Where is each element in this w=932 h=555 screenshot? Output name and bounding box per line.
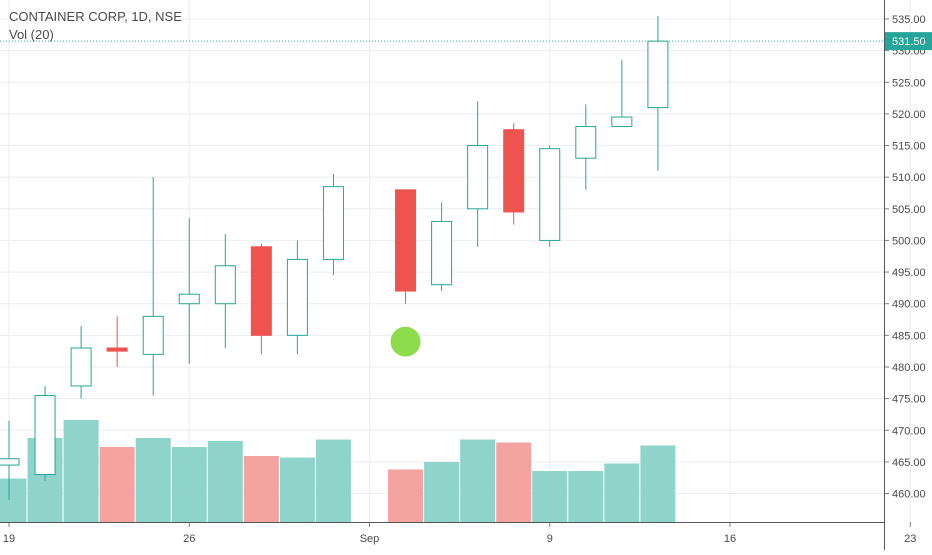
x-tick-label: 16 (724, 533, 736, 545)
candle (647, 15, 669, 171)
candle (286, 240, 308, 355)
y-tick-label: 535.00 (892, 14, 926, 26)
candle-body (286, 258, 308, 336)
signal-marker (390, 326, 421, 357)
volume-bar (568, 471, 604, 522)
candle-body (322, 186, 344, 260)
volume-bar (171, 447, 207, 522)
volume-bars (0, 420, 676, 522)
volume-bar (424, 462, 460, 522)
candle (0, 420, 20, 500)
candle (322, 174, 344, 276)
candle (503, 123, 525, 225)
candle-body (647, 40, 669, 109)
x-tick-label: 9 (547, 533, 553, 545)
volume-bar (315, 439, 351, 522)
x-tick-label: 26 (183, 533, 195, 545)
volume-bar (640, 445, 676, 522)
volume-bar (135, 438, 171, 522)
y-tick-label: 465.00 (892, 457, 926, 469)
y-tick-label: 485.00 (892, 330, 926, 342)
y-tick-label: 515.00 (892, 141, 926, 153)
y-tick-label: 480.00 (892, 362, 926, 374)
candle (467, 101, 489, 247)
volume-bar (388, 469, 424, 522)
y-tick-label: 525.00 (892, 77, 926, 89)
candle-body (250, 246, 272, 336)
candle (142, 177, 164, 396)
volume-bar (532, 471, 568, 522)
candle-body (70, 347, 92, 387)
candles (0, 15, 669, 500)
candle (106, 316, 128, 367)
volume-bar (0, 478, 27, 522)
candle-body (142, 315, 164, 355)
volume-bar (243, 456, 279, 522)
y-tick-label: 505.00 (892, 204, 926, 216)
candle (250, 243, 272, 355)
y-tick-label: 460.00 (892, 489, 926, 501)
chart-legend: CONTAINER CORP, 1D, NSE Vol (20) (9, 8, 182, 43)
candle (34, 385, 56, 481)
symbol-title[interactable]: CONTAINER CORP, 1D, NSE (9, 9, 182, 24)
candle-body (467, 145, 489, 210)
volume-bar (279, 457, 315, 522)
volume-bar (460, 439, 496, 522)
y-tick-label: 475.00 (892, 394, 926, 406)
last-price-badge (885, 32, 932, 51)
candle (214, 234, 236, 348)
candle-body (431, 220, 453, 286)
candle-body (503, 129, 525, 213)
candle-body (539, 148, 561, 241)
volume-bar (63, 420, 99, 522)
x-tick-label: 19 (3, 533, 15, 545)
y-tick-label: 490.00 (892, 299, 926, 311)
x-tick-label: Sep (360, 533, 380, 545)
candle (539, 145, 561, 247)
y-tick-label: 500.00 (892, 235, 926, 247)
candle-body (214, 265, 236, 305)
candle-body (106, 347, 128, 352)
y-tick-label: 520.00 (892, 109, 926, 121)
volume-bar (496, 442, 532, 522)
candle (431, 202, 453, 292)
volume-indicator-label[interactable]: Vol (20) (9, 27, 54, 42)
candle-body (611, 116, 633, 128)
volume-bar (604, 463, 640, 522)
volume-bar (207, 441, 243, 522)
candle (611, 60, 633, 128)
y-tick-label: 495.00 (892, 267, 926, 279)
candle-body (178, 293, 200, 305)
candle-body (34, 394, 56, 476)
candle (575, 104, 597, 190)
candle-body (0, 458, 20, 466)
volume-bar (99, 447, 135, 522)
y-tick-label: 470.00 (892, 425, 926, 437)
candle (70, 325, 92, 399)
candle (395, 189, 417, 304)
last-price-label: 531.50 (892, 36, 926, 48)
candle-body (575, 126, 597, 159)
candle (178, 218, 200, 364)
y-tick-label: 510.00 (892, 172, 926, 184)
candle-body (395, 189, 417, 292)
x-tick-label: 23 (904, 533, 916, 545)
